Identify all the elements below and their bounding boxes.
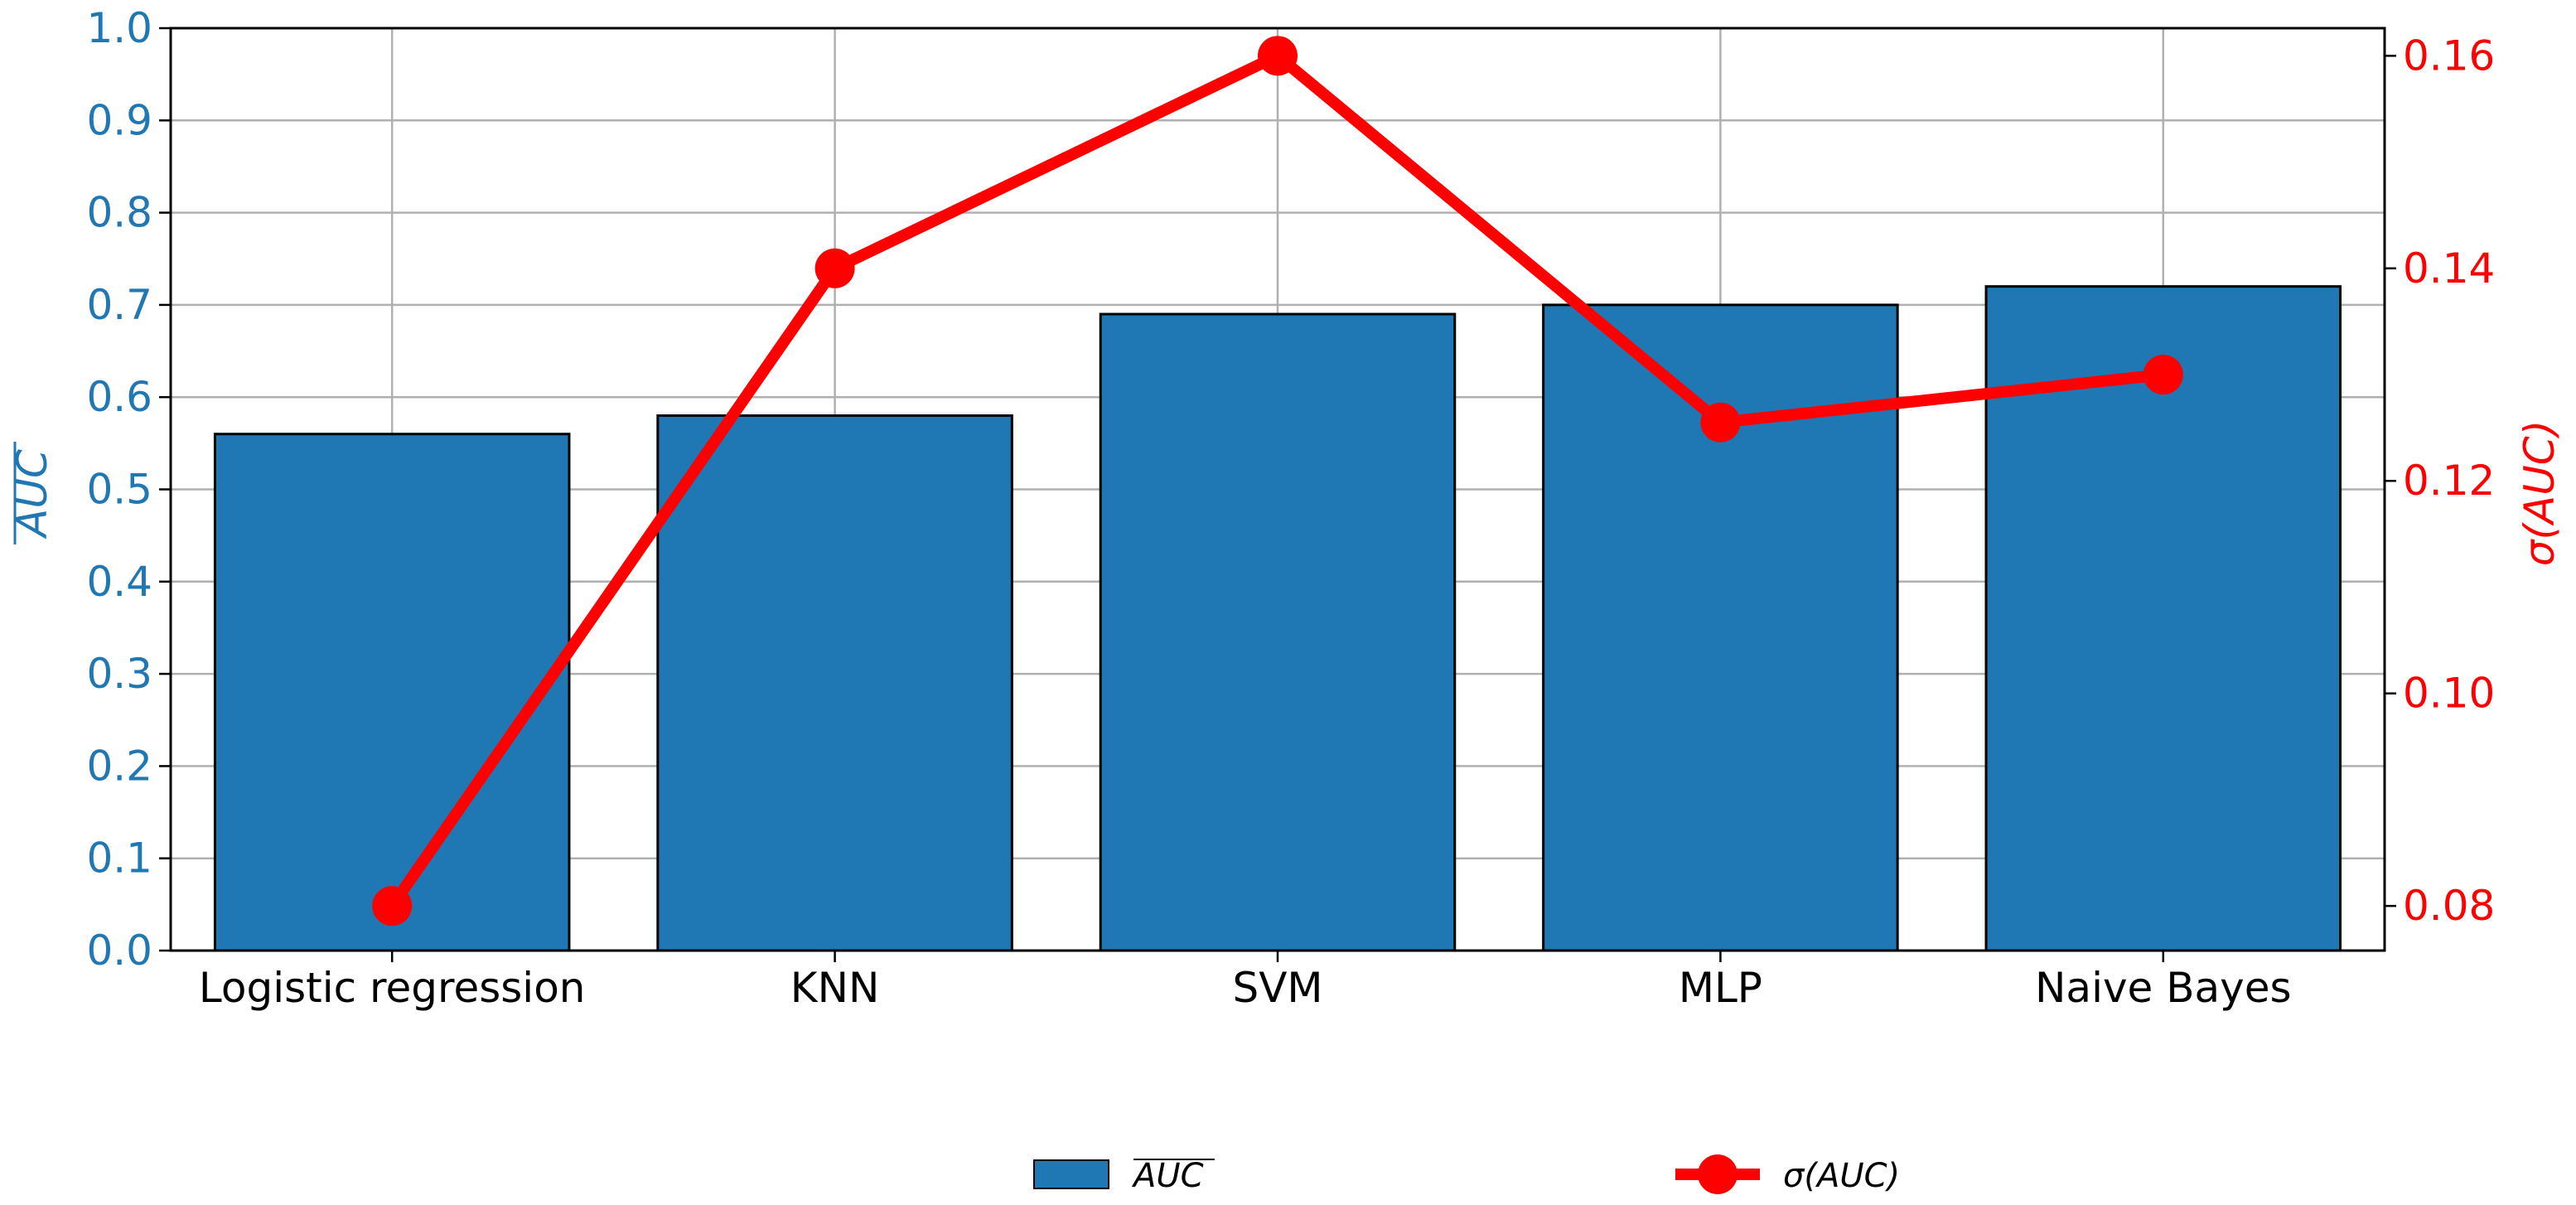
left-tick-label: 0.2: [86, 742, 152, 790]
line-series: [372, 36, 2183, 927]
left-axis-title: AUC: [8, 442, 56, 544]
line-point: [372, 886, 413, 927]
line-point: [1700, 402, 1741, 443]
bar: [213, 433, 571, 952]
legend-bar-swatch: [1033, 1159, 1109, 1189]
left-tick-label: 0.9: [86, 96, 152, 144]
x-tick-label: SVM: [1232, 964, 1322, 1012]
right-tick-label: 0.16: [2403, 31, 2495, 80]
left-axis-title-text: AUC: [8, 449, 56, 540]
left-tick-label: 0.1: [86, 835, 152, 883]
right-axis-title: σ(AUC): [2516, 420, 2564, 566]
right-tick-label: 0.08: [2403, 882, 2495, 930]
left-tick-label: 0.4: [86, 558, 152, 606]
legend-bar-label: AUC: [1131, 1157, 1204, 1195]
line-point: [1258, 36, 1298, 76]
x-axis: Logistic regression KNN SVM MLP Naive Bayes: [199, 951, 2292, 1012]
x-tick-label: Logistic regression: [199, 964, 586, 1012]
bar: [656, 414, 1013, 952]
x-tick-label: Naive Bayes: [2035, 964, 2292, 1012]
line-point: [814, 248, 855, 288]
left-tick-label: 0.7: [86, 281, 152, 329]
legend: AUC σ(AUC): [1033, 1154, 1900, 1195]
right-y-axis: 0.08 0.10 0.12 0.14 0.16: [2385, 31, 2495, 930]
x-tick-label: MLP: [1679, 964, 1762, 1012]
right-tick-label: 0.12: [2403, 457, 2495, 505]
right-tick-label: 0.14: [2403, 244, 2495, 293]
left-y-axis: 0.0 0.1 0.2 0.3 0.4 0.5 0.6 0.7 0.8 0.9 1.0: [86, 4, 171, 975]
bar: [1984, 285, 2342, 952]
legend-line-label: σ(AUC): [1783, 1157, 1900, 1195]
bar: [1542, 303, 1899, 952]
left-tick-label: 0.0: [86, 927, 152, 975]
left-tick-label: 1.0: [86, 4, 152, 52]
right-tick-label: 0.10: [2403, 670, 2495, 718]
left-tick-label: 0.5: [86, 466, 152, 514]
x-tick-label: KNN: [790, 964, 880, 1012]
right-axis-title-text: σ(AUC): [2516, 420, 2564, 566]
left-tick-label: 0.3: [86, 650, 152, 698]
left-tick-label: 0.6: [86, 373, 152, 421]
left-tick-label: 0.8: [86, 189, 152, 237]
line-point: [2143, 355, 2183, 395]
legend-line-marker: [1698, 1154, 1737, 1194]
bar: [1099, 312, 1457, 952]
